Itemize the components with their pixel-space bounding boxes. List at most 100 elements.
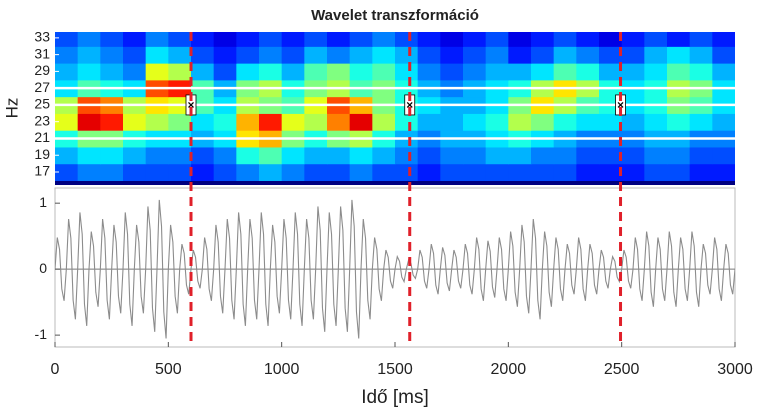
heat-cell — [531, 163, 555, 181]
heat-cell — [485, 32, 509, 47]
heat-cell — [576, 163, 600, 181]
heat-cell — [281, 46, 305, 64]
x-tick-label: 0 — [51, 361, 60, 378]
heat-cell — [576, 32, 600, 47]
heat-cell — [145, 63, 169, 81]
heat-cell — [304, 113, 328, 131]
heat-cell — [553, 63, 577, 81]
heat-cell — [168, 46, 192, 64]
y-tick-label: 17 — [34, 163, 50, 179]
heat-cell — [77, 63, 101, 81]
heat-cell — [485, 163, 509, 181]
heat-cell — [77, 32, 101, 47]
heat-cell — [689, 46, 713, 64]
heat-cell — [621, 146, 645, 165]
heat-cell — [644, 163, 668, 181]
heat-cell — [599, 32, 623, 47]
heat-cell — [100, 32, 124, 47]
heat-cell — [440, 32, 464, 47]
heat-cell — [236, 32, 260, 47]
heat-cell — [372, 32, 396, 47]
heat-cell — [372, 63, 396, 81]
heat-cell — [417, 46, 441, 64]
heat-cell — [712, 113, 735, 131]
heat-cell — [259, 113, 283, 131]
heat-cell — [485, 146, 509, 165]
heat-cell — [191, 63, 215, 81]
heat-cell — [349, 113, 373, 131]
x-axis-label: Idő [ms] — [361, 387, 429, 408]
heat-cell — [621, 32, 645, 47]
heat-cell — [372, 46, 396, 64]
heat-cell — [236, 113, 260, 131]
y-axis-label: Hz — [2, 98, 21, 119]
overlay — [185, 32, 626, 347]
heat-cell — [281, 146, 305, 165]
y-tick-label: 31 — [34, 45, 50, 61]
heat-cell — [621, 63, 645, 81]
heat-cell — [485, 63, 509, 81]
heat-cell — [327, 146, 351, 165]
heat-cell — [372, 163, 396, 181]
heat-cell — [100, 63, 124, 81]
heat-cell — [553, 163, 577, 181]
heat-cell — [712, 146, 735, 165]
heat-cell — [281, 113, 305, 131]
heat-cell — [689, 32, 713, 47]
heat-cell — [145, 113, 169, 131]
heat-cell — [644, 46, 668, 64]
heat-cell — [599, 63, 623, 81]
heat-cell — [168, 163, 192, 181]
heat-cell — [236, 163, 260, 181]
heat-cell — [621, 113, 645, 131]
heat-cell — [667, 32, 691, 47]
x-tick-label: 500 — [155, 361, 182, 378]
heat-cell — [644, 146, 668, 165]
heat-cell — [395, 113, 419, 131]
heat-cell — [213, 146, 237, 165]
heat-cell — [77, 46, 101, 64]
heat-cell — [100, 163, 124, 181]
heat-cell — [168, 113, 192, 131]
heat-cell — [644, 32, 668, 47]
y-tick-label: 21 — [34, 129, 50, 145]
heat-cell — [440, 46, 464, 64]
heat-cell — [712, 163, 735, 181]
heat-cell — [304, 146, 328, 165]
y-tick-label: 27 — [34, 79, 50, 95]
heat-cell — [395, 32, 419, 47]
heat-cell — [100, 146, 124, 165]
heat-cell — [213, 63, 237, 81]
heat-cell — [508, 63, 532, 81]
heat-cell — [667, 146, 691, 165]
heat-cell — [644, 113, 668, 131]
heat-cell — [531, 32, 555, 47]
heat-cell — [55, 46, 79, 64]
heat-cell — [621, 163, 645, 181]
y-tick-label: 29 — [34, 62, 50, 78]
heat-cell — [440, 146, 464, 165]
heat-cell — [440, 163, 464, 181]
y-tick-label: 1 — [39, 194, 47, 210]
heat-cell — [644, 63, 668, 81]
heat-cell — [576, 63, 600, 81]
heat-cell — [395, 163, 419, 181]
heat-cell — [463, 46, 487, 64]
heat-cell — [667, 46, 691, 64]
y-tick-label: 0 — [39, 260, 47, 276]
heat-cell — [259, 146, 283, 165]
x-tick-label: 3000 — [717, 361, 753, 378]
heat-cell — [123, 46, 147, 64]
y-tick-label: 25 — [34, 96, 50, 112]
heat-cell — [417, 63, 441, 81]
heat-cell — [417, 163, 441, 181]
heat-cell — [689, 113, 713, 131]
y-tick-label: 23 — [34, 112, 50, 128]
heat-cell — [417, 32, 441, 47]
heat-cell — [259, 46, 283, 64]
heat-cell — [440, 63, 464, 81]
heat-cell — [55, 163, 79, 181]
heat-cell — [168, 32, 192, 47]
heat-cell — [327, 63, 351, 81]
signal-line — [55, 199, 735, 339]
